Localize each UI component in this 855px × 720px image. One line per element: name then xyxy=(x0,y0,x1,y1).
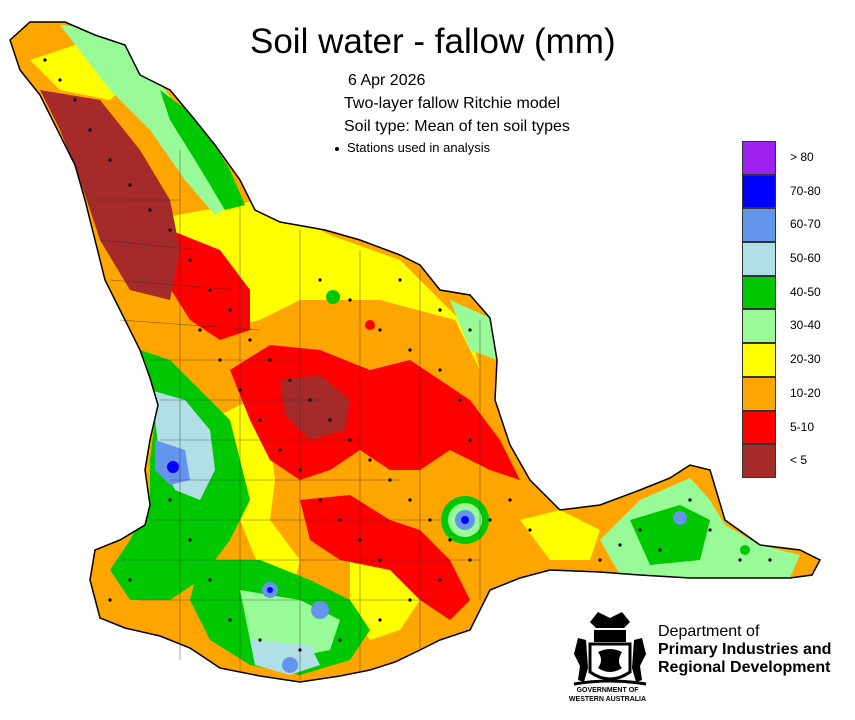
department-line-3: Regional Development xyxy=(658,659,831,676)
legend-swatch xyxy=(742,444,776,478)
legend-label: 40-50 xyxy=(790,284,821,299)
legend-swatch xyxy=(742,208,776,243)
government-label: GOVERNMENT OF WESTERN AUSTRALIA xyxy=(560,686,655,704)
legend-label: 30-40 xyxy=(790,318,821,333)
government-line-2: WESTERN AUSTRALIA xyxy=(568,696,647,703)
map-title: Soil water - fallow (mm) xyxy=(250,22,616,61)
legend-swatch xyxy=(742,343,776,377)
legend-label: < 5 xyxy=(790,453,808,468)
legend-label: 20-30 xyxy=(790,352,821,367)
legend-label: 60-70 xyxy=(790,217,821,232)
legend-swatch xyxy=(742,410,776,445)
map-soil-type: Soil type: Mean of ten soil types xyxy=(344,118,570,135)
map-date: 6 Apr 2026 xyxy=(348,72,426,89)
legend-swatch xyxy=(742,141,776,175)
legend-swatch xyxy=(742,376,776,411)
legend-swatch xyxy=(742,242,776,276)
legend-label: > 80 xyxy=(790,150,814,164)
legend-swatch xyxy=(742,174,776,209)
legend-swatch xyxy=(742,309,776,344)
department-line-2: Primary Industries and xyxy=(658,641,832,658)
stations-label: Stations used in analysis xyxy=(347,140,491,155)
legend-label: 10-20 xyxy=(790,385,821,400)
stations-legend: Stations used in analysis xyxy=(332,140,490,155)
legend-label: 5-10 xyxy=(790,419,815,434)
government-line-1: GOVERNMENT OF xyxy=(576,687,639,694)
map-model: Two-layer fallow Ritchie model xyxy=(344,95,561,112)
department-line-1: Department of xyxy=(658,623,760,640)
station-dot-icon xyxy=(335,146,339,151)
legend-label: 70-80 xyxy=(790,183,821,198)
legend-swatch xyxy=(742,275,776,310)
crest-logo xyxy=(573,612,647,686)
legend-label: 50-60 xyxy=(790,251,821,266)
department-name: Department of Primary Industries and Reg… xyxy=(658,623,831,677)
